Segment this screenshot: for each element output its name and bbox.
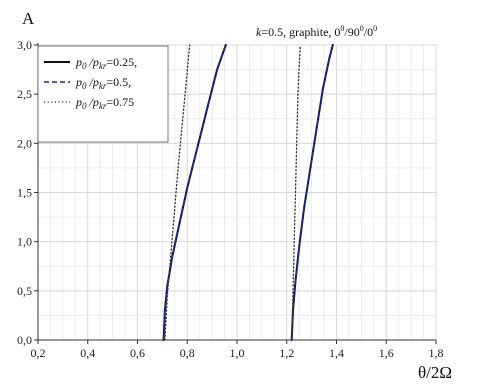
x-tick-label: 0,8 — [180, 346, 195, 360]
legend-label: p0 /pkr=0.25, — [75, 55, 137, 71]
series-line-dotted — [291, 44, 302, 341]
legend-label: p0 /pkr=0.5, — [75, 75, 131, 91]
x-tick-label: 1,2 — [279, 346, 294, 360]
y-tick-label: 1,0 — [17, 235, 32, 249]
y-axis-label: A — [22, 9, 35, 28]
y-tick-label: 0,0 — [17, 333, 32, 347]
series-lines — [162, 44, 334, 341]
y-tick-label: 0,5 — [17, 284, 32, 298]
x-axis-label: θ/2Ω — [418, 363, 452, 382]
series-line-dashed — [290, 44, 334, 341]
x-tick-label: 1,6 — [379, 346, 394, 360]
series-line-dotted — [164, 44, 191, 341]
y-tick-label: 1,5 — [17, 186, 32, 200]
annotation-k-material: k=0.5, graphite, 00/900/00 — [256, 24, 377, 39]
x-tick-label: 1,8 — [429, 346, 444, 360]
x-tick-label: 1,4 — [329, 346, 344, 360]
x-tick-label: 0,2 — [31, 346, 46, 360]
legend: p0 /pkr=0.25, p0 /pkr=0.5, p0 /pkr=0.75 — [37, 45, 169, 143]
x-tick-labels: 0,2 0,4 0,6 0,8 1,0 1,2 1,4 1,6 1,8 — [31, 340, 444, 360]
legend-items: p0 /pkr=0.25, p0 /pkr=0.5, p0 /pkr=0.75 — [44, 55, 137, 111]
y-tick-label: 2,0 — [17, 136, 32, 150]
x-tick-label: 0,6 — [130, 346, 145, 360]
y-tick-labels: 0,0 0,5 1,0 1,5 2,0 2,5 3,0 — [17, 38, 38, 347]
x-tick-label: 0,4 — [80, 346, 95, 360]
y-tick-label: 3,0 — [17, 38, 32, 52]
legend-box — [37, 45, 169, 143]
legend-label: p0 /pkr=0.75 — [75, 95, 134, 111]
x-tick-label: 1,0 — [230, 346, 245, 360]
y-tick-label: 2,5 — [17, 87, 32, 101]
series-line-dashed — [162, 44, 227, 341]
